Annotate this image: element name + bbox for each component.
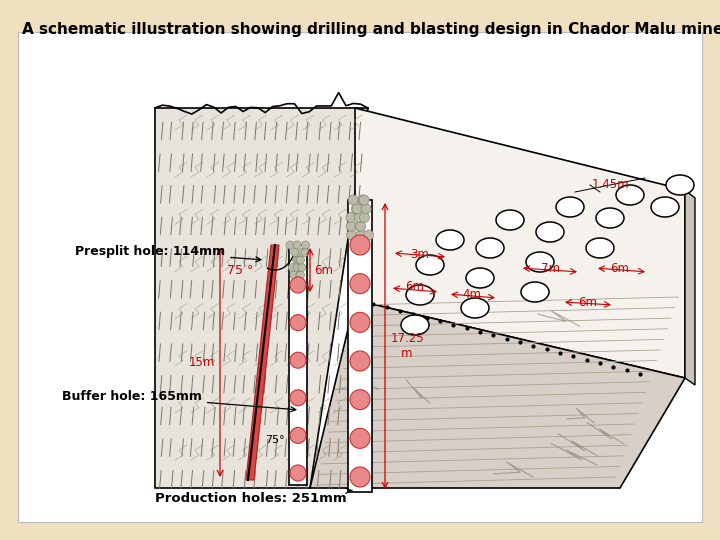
Circle shape: [297, 271, 305, 279]
Polygon shape: [685, 190, 695, 385]
Ellipse shape: [526, 252, 554, 272]
Circle shape: [359, 195, 369, 205]
Polygon shape: [355, 108, 685, 378]
Circle shape: [350, 390, 370, 410]
Circle shape: [364, 230, 374, 240]
Text: 75 °: 75 °: [227, 264, 253, 276]
Circle shape: [361, 204, 371, 214]
Circle shape: [350, 351, 370, 371]
Text: 1.45m: 1.45m: [591, 179, 629, 192]
Circle shape: [351, 204, 361, 214]
Circle shape: [297, 264, 306, 272]
Text: A schematic illustration showing drilling and blasting design in Chador Malu min: A schematic illustration showing drillin…: [22, 22, 720, 37]
Circle shape: [292, 256, 300, 264]
Ellipse shape: [406, 285, 434, 305]
Circle shape: [294, 256, 303, 264]
Ellipse shape: [521, 282, 549, 302]
Ellipse shape: [586, 238, 614, 258]
Circle shape: [350, 428, 370, 448]
Circle shape: [350, 467, 370, 487]
Circle shape: [356, 230, 366, 240]
Text: 17.25
m: 17.25 m: [390, 332, 424, 360]
Circle shape: [356, 221, 366, 231]
Polygon shape: [155, 108, 368, 488]
Circle shape: [301, 248, 309, 256]
Text: 4m: 4m: [462, 287, 482, 300]
Ellipse shape: [496, 210, 524, 230]
Circle shape: [346, 221, 356, 231]
Circle shape: [290, 427, 306, 443]
Text: 6m: 6m: [405, 280, 425, 294]
Ellipse shape: [616, 185, 644, 205]
Text: 6m: 6m: [578, 295, 598, 308]
Circle shape: [290, 277, 306, 293]
Circle shape: [350, 312, 370, 332]
Text: 15m: 15m: [189, 356, 215, 369]
Circle shape: [350, 235, 370, 255]
Text: Presplit hole: 114mm: Presplit hole: 114mm: [75, 245, 261, 262]
Text: 3m: 3m: [410, 247, 429, 260]
Circle shape: [359, 213, 369, 222]
Ellipse shape: [666, 175, 694, 195]
Text: 6m: 6m: [611, 261, 629, 274]
Circle shape: [286, 241, 294, 249]
Ellipse shape: [476, 238, 504, 258]
Ellipse shape: [466, 268, 494, 288]
Circle shape: [293, 241, 301, 249]
Text: Production holes: 251mm: Production holes: 251mm: [155, 488, 352, 505]
Circle shape: [346, 230, 356, 240]
Circle shape: [355, 221, 365, 231]
Circle shape: [348, 195, 359, 205]
Text: 75°: 75°: [265, 435, 285, 445]
Circle shape: [288, 264, 297, 272]
Polygon shape: [310, 300, 685, 488]
Circle shape: [291, 248, 299, 256]
Ellipse shape: [596, 208, 624, 228]
Ellipse shape: [436, 230, 464, 250]
Bar: [348, 200, 372, 492]
Circle shape: [346, 213, 356, 222]
Circle shape: [354, 213, 364, 222]
Circle shape: [350, 274, 370, 294]
Circle shape: [293, 264, 301, 272]
Ellipse shape: [556, 197, 584, 217]
Ellipse shape: [401, 315, 429, 335]
Ellipse shape: [416, 255, 444, 275]
Text: 6m: 6m: [315, 264, 333, 276]
Bar: [289, 245, 307, 485]
Circle shape: [358, 195, 368, 205]
Circle shape: [290, 271, 298, 279]
Circle shape: [290, 352, 306, 368]
Circle shape: [290, 390, 306, 406]
Text: 7m: 7m: [541, 261, 559, 274]
Ellipse shape: [651, 197, 679, 217]
Ellipse shape: [536, 222, 564, 242]
Circle shape: [298, 248, 306, 256]
Circle shape: [296, 271, 304, 279]
Text: Buffer hole: 165mm: Buffer hole: 165mm: [62, 390, 296, 412]
Circle shape: [290, 315, 306, 330]
Circle shape: [290, 465, 306, 481]
Circle shape: [302, 241, 310, 249]
Circle shape: [352, 204, 362, 214]
Circle shape: [297, 256, 305, 264]
Ellipse shape: [461, 298, 489, 318]
Polygon shape: [246, 245, 279, 480]
